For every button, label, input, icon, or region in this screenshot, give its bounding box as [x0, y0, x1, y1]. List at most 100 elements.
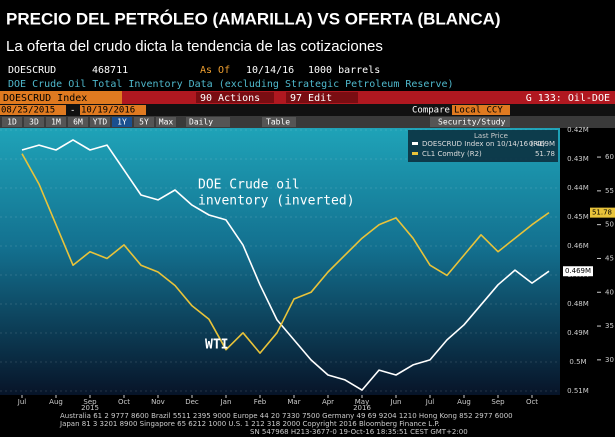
- x-tick-label: Aug: [457, 398, 471, 406]
- index-name: DOESCRUD Index: [3, 93, 87, 104]
- x-tick-label: Dec: [185, 398, 199, 406]
- legend-entry: CL1 Comdty (R2): [422, 150, 482, 158]
- x-tick-label: Nov: [151, 398, 165, 406]
- table-button[interactable]: [262, 117, 296, 127]
- table-label: Table: [266, 118, 290, 127]
- period-label: 6M: [73, 118, 83, 127]
- period-button[interactable]: [112, 117, 132, 127]
- period-label: 1M: [51, 118, 61, 127]
- period-button[interactable]: [24, 117, 44, 127]
- actions-label: 90 Actions: [200, 93, 260, 104]
- x-tick-label: Mar: [287, 398, 300, 406]
- y-tick-label: 0.46M: [567, 242, 589, 250]
- y-tick-label: 0.44M: [567, 184, 589, 192]
- legend-entry: DOESCRUD Index on 10/14/16 (R1): [422, 140, 545, 148]
- start-date: 08/25/2015: [1, 106, 55, 116]
- plot-area: [0, 128, 560, 395]
- edit-button[interactable]: [286, 92, 358, 103]
- frequency: Daily: [189, 118, 213, 127]
- x-tick-label: May: [355, 398, 369, 406]
- y-tick-label: 0.48M: [567, 300, 589, 308]
- period-label: 3D: [29, 118, 39, 127]
- end-date: 10/19/2016: [81, 106, 135, 116]
- x-tick-label: Jul: [17, 398, 27, 406]
- page-title: PRECIO DEL PETRÓLEO (AMARILLA) VS OFERTA…: [6, 9, 501, 28]
- y2-tick-label: 60: [605, 153, 614, 161]
- period-label: 5Y: [139, 118, 149, 127]
- period-button[interactable]: [156, 117, 176, 127]
- as-of-label: As Of: [200, 65, 230, 76]
- x-tick-label: Sep: [83, 398, 97, 406]
- annotation: WTI: [205, 338, 228, 353]
- period-button[interactable]: [68, 117, 88, 127]
- y-tick-label: 0.42M: [567, 126, 589, 134]
- frequency-button[interactable]: [186, 117, 230, 127]
- y2-tick-label: 45: [605, 254, 614, 262]
- start-date-box[interactable]: [0, 105, 66, 115]
- y-tick-label: 0.43M: [567, 155, 589, 163]
- annotation: inventory (inverted): [198, 194, 355, 209]
- period-button[interactable]: [2, 117, 22, 127]
- y-tick-label: 0.45M: [567, 213, 589, 221]
- study-label: Security/Study: [438, 118, 506, 127]
- actions-button[interactable]: [196, 92, 274, 103]
- data-line: [21, 139, 550, 391]
- y2-tick-label: 50: [605, 221, 614, 229]
- currency-box[interactable]: [452, 105, 510, 115]
- x-year-label: 2016: [353, 404, 371, 412]
- index-box[interactable]: [0, 91, 122, 104]
- last-value-tag: [590, 207, 615, 218]
- x-tick-label: Oct: [118, 398, 130, 406]
- units: 1000 barrels: [308, 65, 380, 76]
- footer-line: Japan 81 3 3201 8900 Singapore 65 6212 1…: [59, 420, 440, 428]
- footer-line: SN 547968 H213-3677-0 19-Oct-16 18:35:51…: [250, 428, 468, 436]
- period-buttons: 1D 3D 1M 6M YTD 1Y 5Y Max: [2, 117, 176, 127]
- footer-line: Australia 61 2 9777 8600 Brazil 5511 239…: [60, 412, 513, 420]
- study-button[interactable]: [430, 117, 510, 127]
- y-tick-label: 0.5M: [569, 358, 586, 366]
- y-tick-label: 0.49M: [567, 329, 589, 337]
- currency: Local CCY: [454, 106, 503, 116]
- end-date-box[interactable]: [80, 105, 146, 115]
- x-tick-label: Feb: [254, 398, 267, 406]
- legend-value: 51.78: [535, 150, 555, 158]
- last-value: 468711: [92, 65, 128, 76]
- page-subtitle: La oferta del crudo dicta la tendencia d…: [6, 38, 383, 55]
- y-tick-label: 0.51M: [567, 387, 589, 395]
- date-dash: -: [70, 106, 75, 116]
- x-tick-label: Jul: [425, 398, 435, 406]
- ticker: DOESCRUD: [8, 65, 56, 76]
- page-code: G 133: Oil-DOE: [526, 93, 610, 104]
- data-line: [21, 153, 550, 354]
- x-tick-label: Jun: [390, 398, 402, 406]
- period-label: 1D: [7, 118, 17, 127]
- legend-swatch: [412, 142, 418, 145]
- last-value-label: 51.78: [592, 209, 612, 217]
- y2-tick-label: 55: [605, 187, 614, 195]
- period-label: 1Y: [117, 118, 127, 127]
- period-button[interactable]: [134, 117, 154, 127]
- last-value-label: 0.469M: [565, 267, 591, 275]
- y2-tick-label: 40: [605, 288, 614, 296]
- x-tick-label: Sep: [491, 398, 505, 406]
- period-button[interactable]: [90, 117, 110, 127]
- x-year-label: 2015: [81, 404, 99, 412]
- x-tick-label: Oct: [526, 398, 538, 406]
- as-of-date: 10/14/16: [246, 65, 294, 76]
- legend-box: [408, 130, 558, 162]
- compare-label: Compare: [412, 106, 450, 116]
- period-label: Max: [159, 118, 174, 127]
- last-value-tag: [563, 266, 593, 277]
- legend-title: Last Price: [474, 132, 508, 140]
- x-tick-label: Jan: [220, 398, 232, 406]
- period-button[interactable]: [46, 117, 66, 127]
- edit-label: 97 Edit: [290, 93, 332, 104]
- x-tick-label: Apr: [322, 398, 334, 406]
- chart: 0.42M0.43M0.44M0.45M0.46M0.47M0.48M0.49M…: [0, 126, 615, 412]
- annotation: DOE Crude oil: [198, 178, 300, 193]
- description: DOE Crude Oil Total Inventory Data (excl…: [8, 79, 454, 90]
- y2-tick-label: 30: [605, 356, 614, 364]
- period-label: YTD: [93, 118, 108, 127]
- y2-tick-label: 35: [605, 322, 614, 330]
